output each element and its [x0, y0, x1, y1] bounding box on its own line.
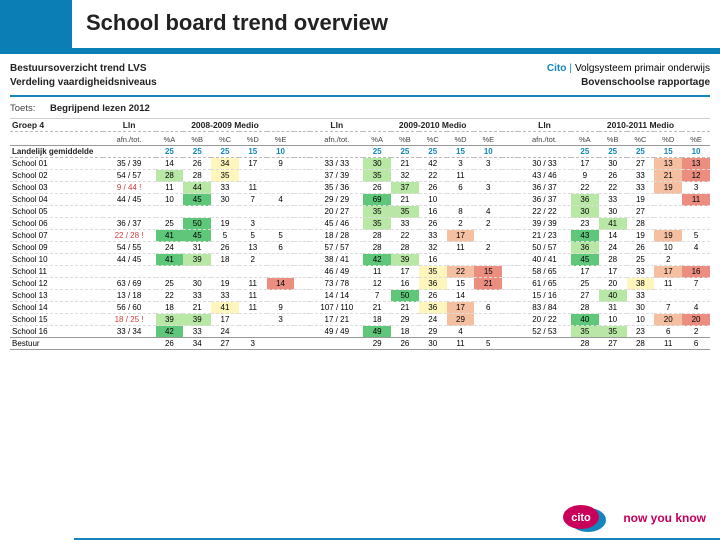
- table-row: School 1146 / 49111735221558 / 651717331…: [10, 266, 710, 278]
- test-value: Begrijpend lezen 2012: [50, 103, 150, 114]
- national-avg: Landelijk gemiddelde25252515102525251510…: [10, 146, 710, 158]
- table-row: School 0254 / 5728283537 / 393532221143 …: [10, 170, 710, 182]
- table-row: School 1313 / 182233331114 / 14750261415…: [10, 290, 710, 302]
- table-row: School 0444 / 451045307429 / 2969211036 …: [10, 194, 710, 206]
- footer-tagline: now you know: [623, 511, 706, 525]
- table-row: School 1263 / 69253019111473 / 781216361…: [10, 278, 710, 290]
- sublabel-row: afn./tot.%A%B%C%D%Eafn./tot.%A%B%C%D%Eaf…: [10, 132, 710, 146]
- report: Bestuursoverzicht trend LVS Verdeling va…: [10, 58, 710, 350]
- page-title: School board trend overview: [72, 0, 720, 48]
- group-header: Groep 4Lln2008-2009 MedioLln2009-2010 Me…: [10, 119, 710, 132]
- table-row: School 1518 / 25 !393917317 / 2118292429…: [10, 314, 710, 326]
- table-row: School 1044 / 45413918238 / 4142391640 /…: [10, 254, 710, 266]
- footer: cito now you know: [559, 502, 706, 534]
- top-blue-block: [0, 0, 72, 48]
- table-row: School 0722 / 28 !414555518 / 2828223317…: [10, 230, 710, 242]
- svg-text:cito: cito: [572, 512, 592, 524]
- brand-name: Cito: [547, 63, 566, 74]
- bestuur-row: Bestuur2634273292630115282728116: [10, 338, 710, 350]
- brand-sub: Volgsysteem primair onderwijs: [575, 63, 710, 74]
- test-label: Toets:: [10, 103, 35, 114]
- table-row: School 0520 / 273535168422 / 22303027: [10, 206, 710, 218]
- table-row: School 0636 / 37255019345 / 463533262239…: [10, 218, 710, 230]
- table-row: School 1633 / 3442332449 / 49491829452 /…: [10, 326, 710, 338]
- table-row: School 039 / 44 !1144331135 / 3626372663…: [10, 182, 710, 194]
- test-row: Toets: Begrijpend lezen 2012: [10, 99, 710, 118]
- table-row: School 0954 / 5524312613657 / 5728283211…: [10, 242, 710, 254]
- cito-logo-icon: cito: [559, 502, 613, 534]
- blue-strip: [0, 48, 720, 54]
- table-row: School 1456 / 60182141119107 / 110212136…: [10, 302, 710, 314]
- table-row: School 0135 / 3914263417933 / 3330214233…: [10, 158, 710, 170]
- report-title-2: Verdeling vaardigheidsniveaus: [10, 76, 360, 90]
- report-type: Bovenschoolse rapportage: [360, 76, 710, 90]
- report-left-head: Bestuursoverzicht trend LVS Verdeling va…: [10, 62, 360, 89]
- report-title-1: Bestuursoverzicht trend LVS: [10, 62, 360, 76]
- data-table: Groep 4Lln2008-2009 MedioLln2009-2010 Me…: [10, 118, 710, 350]
- report-right-head: Cito|Volgsysteem primair onderwijs Boven…: [360, 62, 710, 89]
